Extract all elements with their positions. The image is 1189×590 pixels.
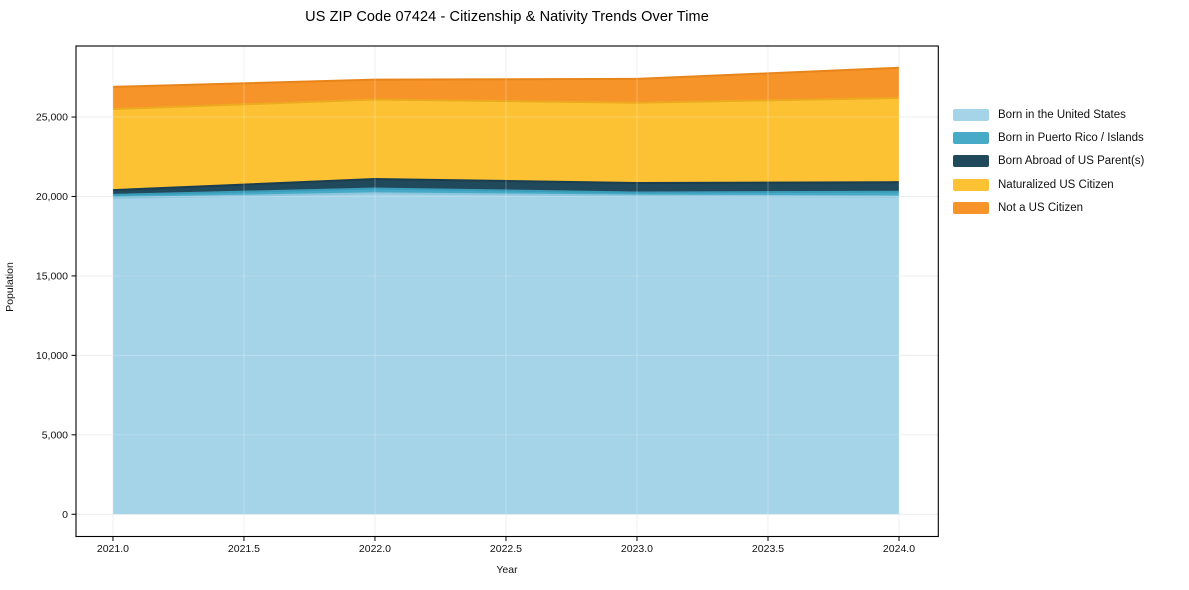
y-tick-label: 25,000 [36, 112, 68, 124]
legend: Born in the United States Born in Puerto … [953, 103, 1144, 220]
x-tick-label: 2021.0 [97, 543, 129, 555]
edge-born-in-the-united-states [112, 192, 900, 200]
legend-label: Not a US Citizen [998, 202, 1084, 215]
area-not-a-us-citizen [112, 67, 899, 110]
area-born-in-the-united-states [112, 193, 899, 515]
legend-label: Born Abroad of US Parent(s) [998, 155, 1145, 168]
legend-item: Born in Puerto Rico / Islands [953, 126, 1144, 149]
x-tick-label: 2022.0 [359, 543, 391, 555]
x-tick-label: 2021.5 [228, 543, 260, 555]
legend-item: Born Abroad of US Parent(s) [953, 150, 1144, 173]
y-tick-label: 20,000 [36, 191, 68, 203]
x-axis-label: Year [496, 564, 518, 576]
legend-item: Naturalized US Citizen [953, 173, 1144, 196]
y-axis-label: Population [4, 262, 16, 312]
edge-born-in-puerto-rico-islands [112, 187, 900, 196]
y-tick-label: 5,000 [42, 430, 68, 442]
x-tick-label: 2023.0 [621, 543, 653, 555]
x-tick-label: 2023.5 [752, 543, 784, 555]
chart-title: US ZIP Code 07424 - Citizenship & Nativi… [305, 9, 709, 25]
legend-item: Not a US Citizen [953, 197, 1144, 220]
x-tick-label: 2024.0 [883, 543, 915, 555]
area-naturalized-us-citizen [112, 97, 899, 191]
y-tick-label: 10,000 [36, 350, 68, 362]
legend-swatch-icon [953, 202, 989, 215]
plot-frame [75, 45, 939, 538]
legend-swatch-icon [953, 108, 989, 121]
legend-swatch-icon [953, 132, 989, 145]
y-tick-label: 15,000 [36, 271, 68, 283]
edge-naturalized-us-citizen [112, 96, 900, 111]
legend-label: Born in the United States [998, 108, 1126, 121]
legend-label: Born in Puerto Rico / Islands [998, 132, 1144, 145]
legend-swatch-icon [953, 178, 989, 191]
edge-born-abroad-of-us-parent-s [112, 177, 900, 192]
legend-swatch-icon [953, 155, 989, 168]
y-tick-label: 0 [62, 509, 68, 521]
x-tick-label: 2022.5 [490, 543, 522, 555]
legend-item: Born in the United States [953, 103, 1144, 126]
edge-not-a-us-citizen [112, 66, 900, 88]
legend-label: Naturalized US Citizen [998, 178, 1114, 191]
